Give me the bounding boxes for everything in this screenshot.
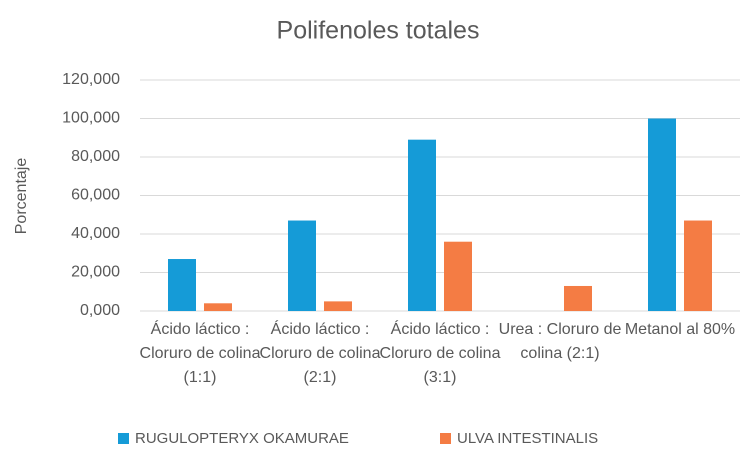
x-tick-label: Metanol al 80%: [624, 321, 736, 338]
y-tick-label: 60,000: [71, 187, 120, 204]
chart-title: Polifenoles totales: [277, 17, 480, 45]
bar: [324, 301, 352, 311]
y-tick-label: 0,000: [80, 302, 120, 319]
bar: [288, 220, 316, 311]
x-tick-label: Ácido láctico : Cloruro de colina (2:1): [259, 321, 381, 386]
y-tick-label: 20,000: [71, 264, 120, 281]
y-tick-label: 80,000: [71, 148, 120, 165]
bar: [648, 118, 676, 311]
bar: [168, 259, 196, 311]
x-tick-label: Ácido láctico : Cloruro de colina (1:1): [139, 321, 261, 386]
bar: [564, 285, 592, 311]
y-tick-label: 40,000: [71, 225, 120, 242]
legend-swatch: [440, 433, 451, 444]
bar: [408, 139, 436, 311]
x-tick-label: Ácido láctico : Cloruro de colina (3:1): [379, 321, 501, 386]
bar: [444, 241, 472, 311]
legend-label: RUGULOPTERYX OKAMURAE: [135, 430, 349, 447]
bar: [684, 220, 712, 311]
legend-swatch: [118, 433, 129, 444]
y-tick-label: 120,000: [62, 71, 120, 88]
y-tick-label: 100,000: [62, 110, 120, 127]
x-tick-label: Urea : Cloruro de colina (2:1): [498, 321, 622, 362]
y-axis-label: Porcentaje: [13, 158, 30, 235]
bar: [204, 303, 232, 311]
legend-label: ULVA INTESTINALIS: [457, 430, 598, 447]
